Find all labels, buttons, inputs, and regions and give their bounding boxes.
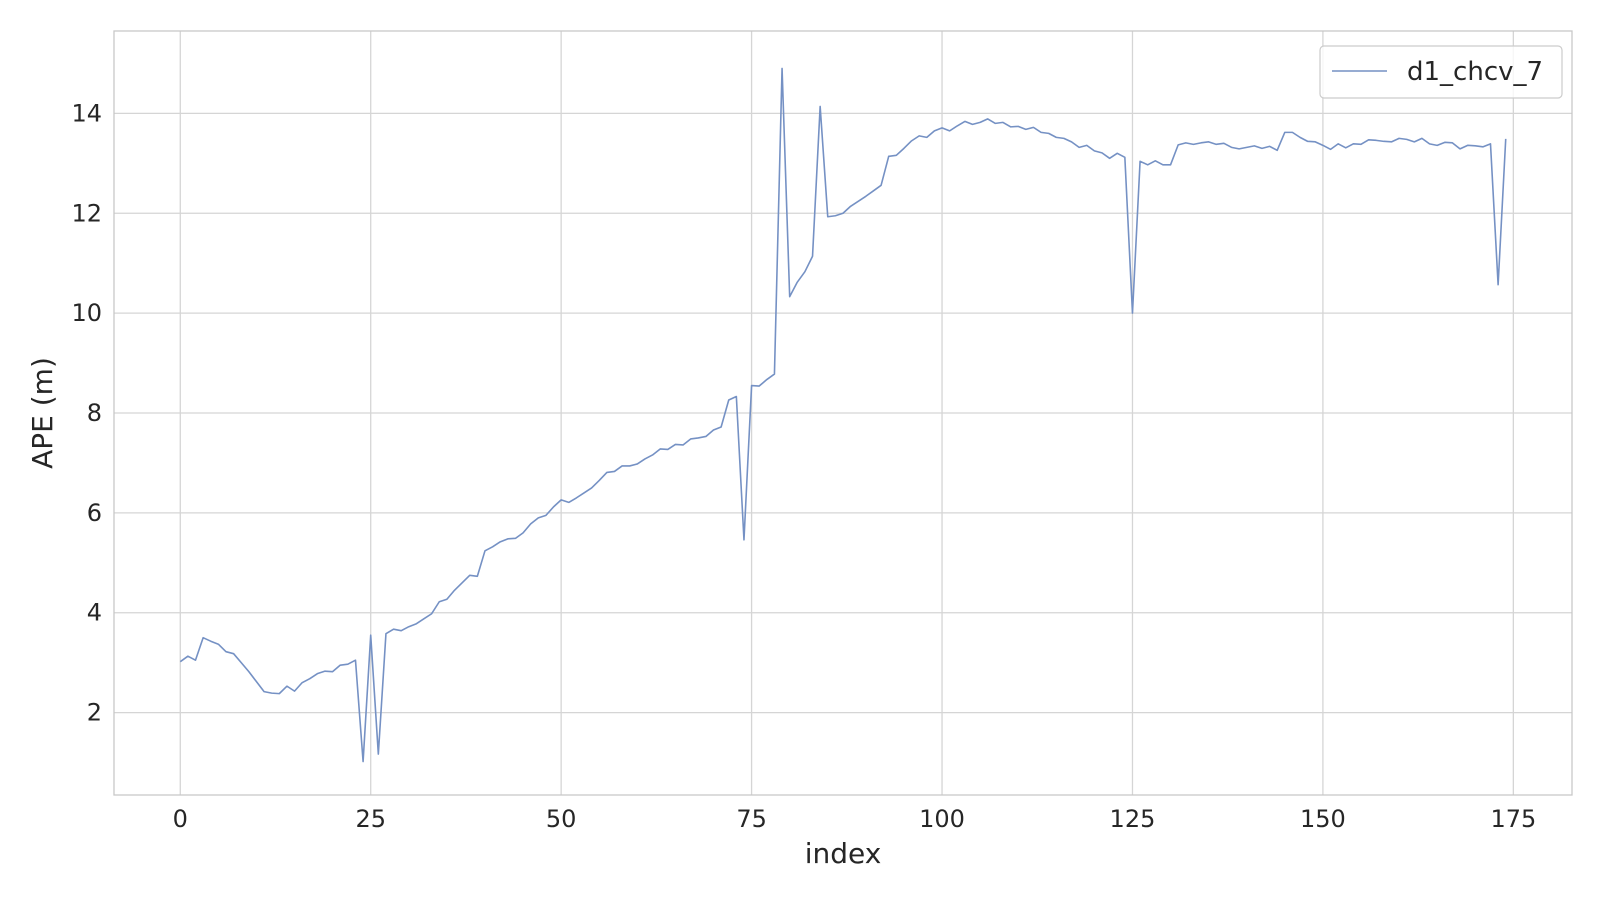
legend: d1_chcv_7	[1319, 45, 1563, 99]
x-tick-label: 125	[1110, 805, 1156, 833]
legend-box	[1319, 45, 1563, 99]
y-tick-label: 14	[71, 99, 102, 127]
x-axis-label: index	[805, 837, 882, 870]
y-tick-label: 6	[87, 499, 102, 527]
y-tick-label: 4	[87, 599, 102, 627]
y-tick-label: 2	[87, 699, 102, 727]
x-tick-label: 150	[1300, 805, 1346, 833]
series-line-0	[179, 67, 1507, 763]
tick-label-layer: 0 25 50 75 100 125 150 175 2 4 6 8 10 12 14	[71, 99, 1536, 833]
x-tick-label: 0	[173, 805, 188, 833]
legend-label-series-0: d1_chcv_7	[1407, 57, 1543, 87]
x-tick-label: 50	[546, 805, 577, 833]
plot-frame	[113, 30, 1573, 796]
x-tick-label: 25	[355, 805, 386, 833]
y-tick-label: 8	[87, 399, 102, 427]
x-tick-label: 75	[736, 805, 767, 833]
y-tick-label: 12	[71, 199, 102, 227]
series-layer	[179, 67, 1507, 763]
y-tick-label: 10	[71, 299, 102, 327]
y-axis-label: APE (m)	[26, 357, 59, 469]
x-tick-label: 100	[919, 805, 965, 833]
x-tick-label: 175	[1490, 805, 1536, 833]
